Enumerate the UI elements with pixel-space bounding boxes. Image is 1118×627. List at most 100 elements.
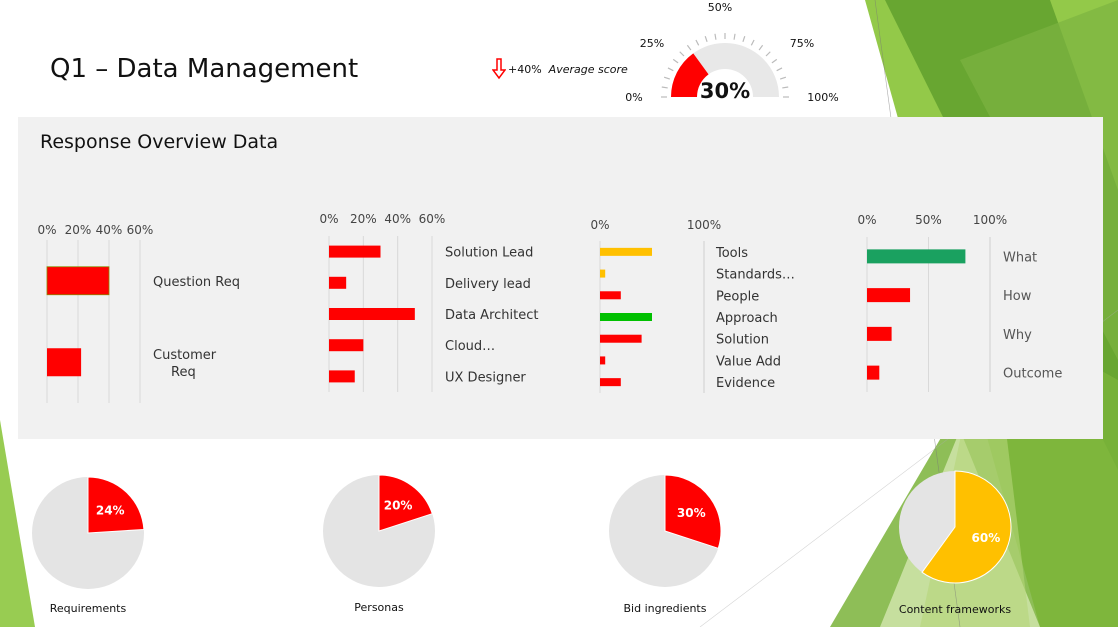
bar <box>600 334 642 343</box>
pie-chart-personas: 20% <box>323 474 435 587</box>
bar <box>600 356 606 365</box>
pie-slice-value <box>664 474 722 549</box>
gauge-tick <box>704 35 708 43</box>
gauge-tick <box>695 39 700 46</box>
panel-title: Response Overview Data <box>40 131 279 153</box>
category-label: UX Designer <box>445 370 526 385</box>
gauge-tick <box>750 39 755 46</box>
pie-slice-value <box>921 470 1012 584</box>
gauge-tick <box>672 58 679 64</box>
category-label: Customer <box>153 348 217 363</box>
tick-label: 0% <box>37 223 56 237</box>
bar <box>600 313 652 321</box>
tick-label: 50% <box>915 213 942 227</box>
category-label: Approach <box>716 311 778 326</box>
pie-chart-requirements: 24% <box>32 476 145 589</box>
gauge-tick <box>714 33 717 40</box>
gauge-tick <box>742 35 746 43</box>
response-overview-panel <box>18 117 1103 439</box>
bar <box>329 308 415 320</box>
category-label: Evidence <box>716 376 775 391</box>
category-label: Outcome <box>1003 367 1062 382</box>
tick-label: 0% <box>857 213 876 227</box>
bar <box>329 339 364 352</box>
pie-value-label: 20% <box>384 499 413 513</box>
score-gauge: 0% 25% 50% 75% 100% 30% <box>625 1 838 104</box>
gauge-tick <box>679 51 685 57</box>
tick-label: 40% <box>96 223 123 237</box>
bar <box>600 269 606 278</box>
pie-caption: Requirements <box>49 602 127 615</box>
bar-chart-3: 0% 100% Tools Standards… People Approach Solut… <box>590 218 795 393</box>
pie-slice-value <box>378 474 433 532</box>
bar <box>867 288 911 303</box>
category-label: Cloud… <box>445 339 495 354</box>
gauge-fill <box>671 53 709 97</box>
pie-value-label: 24% <box>96 503 125 517</box>
tick-label: 60% <box>127 223 154 237</box>
gauge-tick <box>776 67 783 72</box>
category-label: What <box>1003 250 1037 265</box>
category-label: People <box>716 289 759 304</box>
bar <box>329 370 355 383</box>
bar <box>329 245 381 258</box>
category-label: How <box>1003 289 1032 304</box>
tick-label: 100% <box>973 213 1007 227</box>
gauge-tick <box>765 51 771 57</box>
tick-label: 60% <box>419 212 446 226</box>
category-label: Question Req <box>153 275 240 290</box>
tick-label: 0% <box>590 218 609 232</box>
pie-value-label: 60% <box>972 531 1001 545</box>
pie-chart-bid-ingredients: 30% <box>609 474 722 587</box>
category-label: Why <box>1003 328 1032 343</box>
delta-label: Average score <box>548 62 628 76</box>
tick-label: 100% <box>687 218 721 232</box>
gauge-tick <box>758 44 764 51</box>
gauge-tick <box>779 76 787 80</box>
bar-chart-1: 0% 20% 40% 60% Question Req Customer Req <box>37 223 240 403</box>
gauge-tick <box>771 58 778 64</box>
category-label: Tools <box>715 246 748 261</box>
category-label: Data Architect <box>445 308 538 323</box>
tick-label: 20% <box>65 223 92 237</box>
gauge-tick-label: 0% <box>625 91 642 104</box>
gauge-tick <box>733 33 736 40</box>
category-label: Solution Lead <box>445 246 533 261</box>
page-title: Q1 – Data Management <box>50 54 359 84</box>
gauge-tick <box>663 76 671 80</box>
bar <box>46 266 110 296</box>
bar-chart-4: 0% 50% 100% What How Why Outcome <box>857 213 1062 392</box>
score-delta: +40% Average score <box>492 58 628 80</box>
category-label: Value Add <box>716 354 781 369</box>
tick-label: 20% <box>350 212 377 226</box>
pie-slice-value <box>87 476 145 534</box>
bar <box>867 365 880 380</box>
category-label: Delivery lead <box>445 277 531 292</box>
down-arrow-icon <box>492 58 506 80</box>
pie-value-label: 30% <box>677 506 706 520</box>
bar <box>867 249 966 264</box>
pie-caption: Bid ingredients <box>623 602 707 615</box>
gauge-tick <box>686 44 692 51</box>
gauge-tick-label: 25% <box>640 37 664 50</box>
pie-caption: Content frameworks <box>898 603 1012 616</box>
category-label: Standards… <box>716 268 795 283</box>
tick-label: 0% <box>319 212 338 226</box>
bar <box>600 291 621 300</box>
gauge-tick-label: 100% <box>807 91 838 104</box>
gauge-tick-label: 50% <box>708 1 732 14</box>
category-label: Solution <box>716 333 769 348</box>
gauge-tick <box>782 86 789 89</box>
gauge-value: 30% <box>700 79 750 103</box>
bar <box>867 326 892 341</box>
bar <box>600 378 621 387</box>
gauge-tick <box>661 86 668 89</box>
bar <box>47 348 82 377</box>
gauge-tick-label: 75% <box>790 37 814 50</box>
gauge-tick <box>667 67 674 72</box>
delta-value: +40% <box>508 62 542 76</box>
tick-label: 40% <box>384 212 411 226</box>
pie-chart-content-frameworks: 60% <box>899 470 1012 584</box>
bar-chart-2: 0% 20% 40% 60% Solution Lead Delivery lead Dat… <box>319 212 538 392</box>
